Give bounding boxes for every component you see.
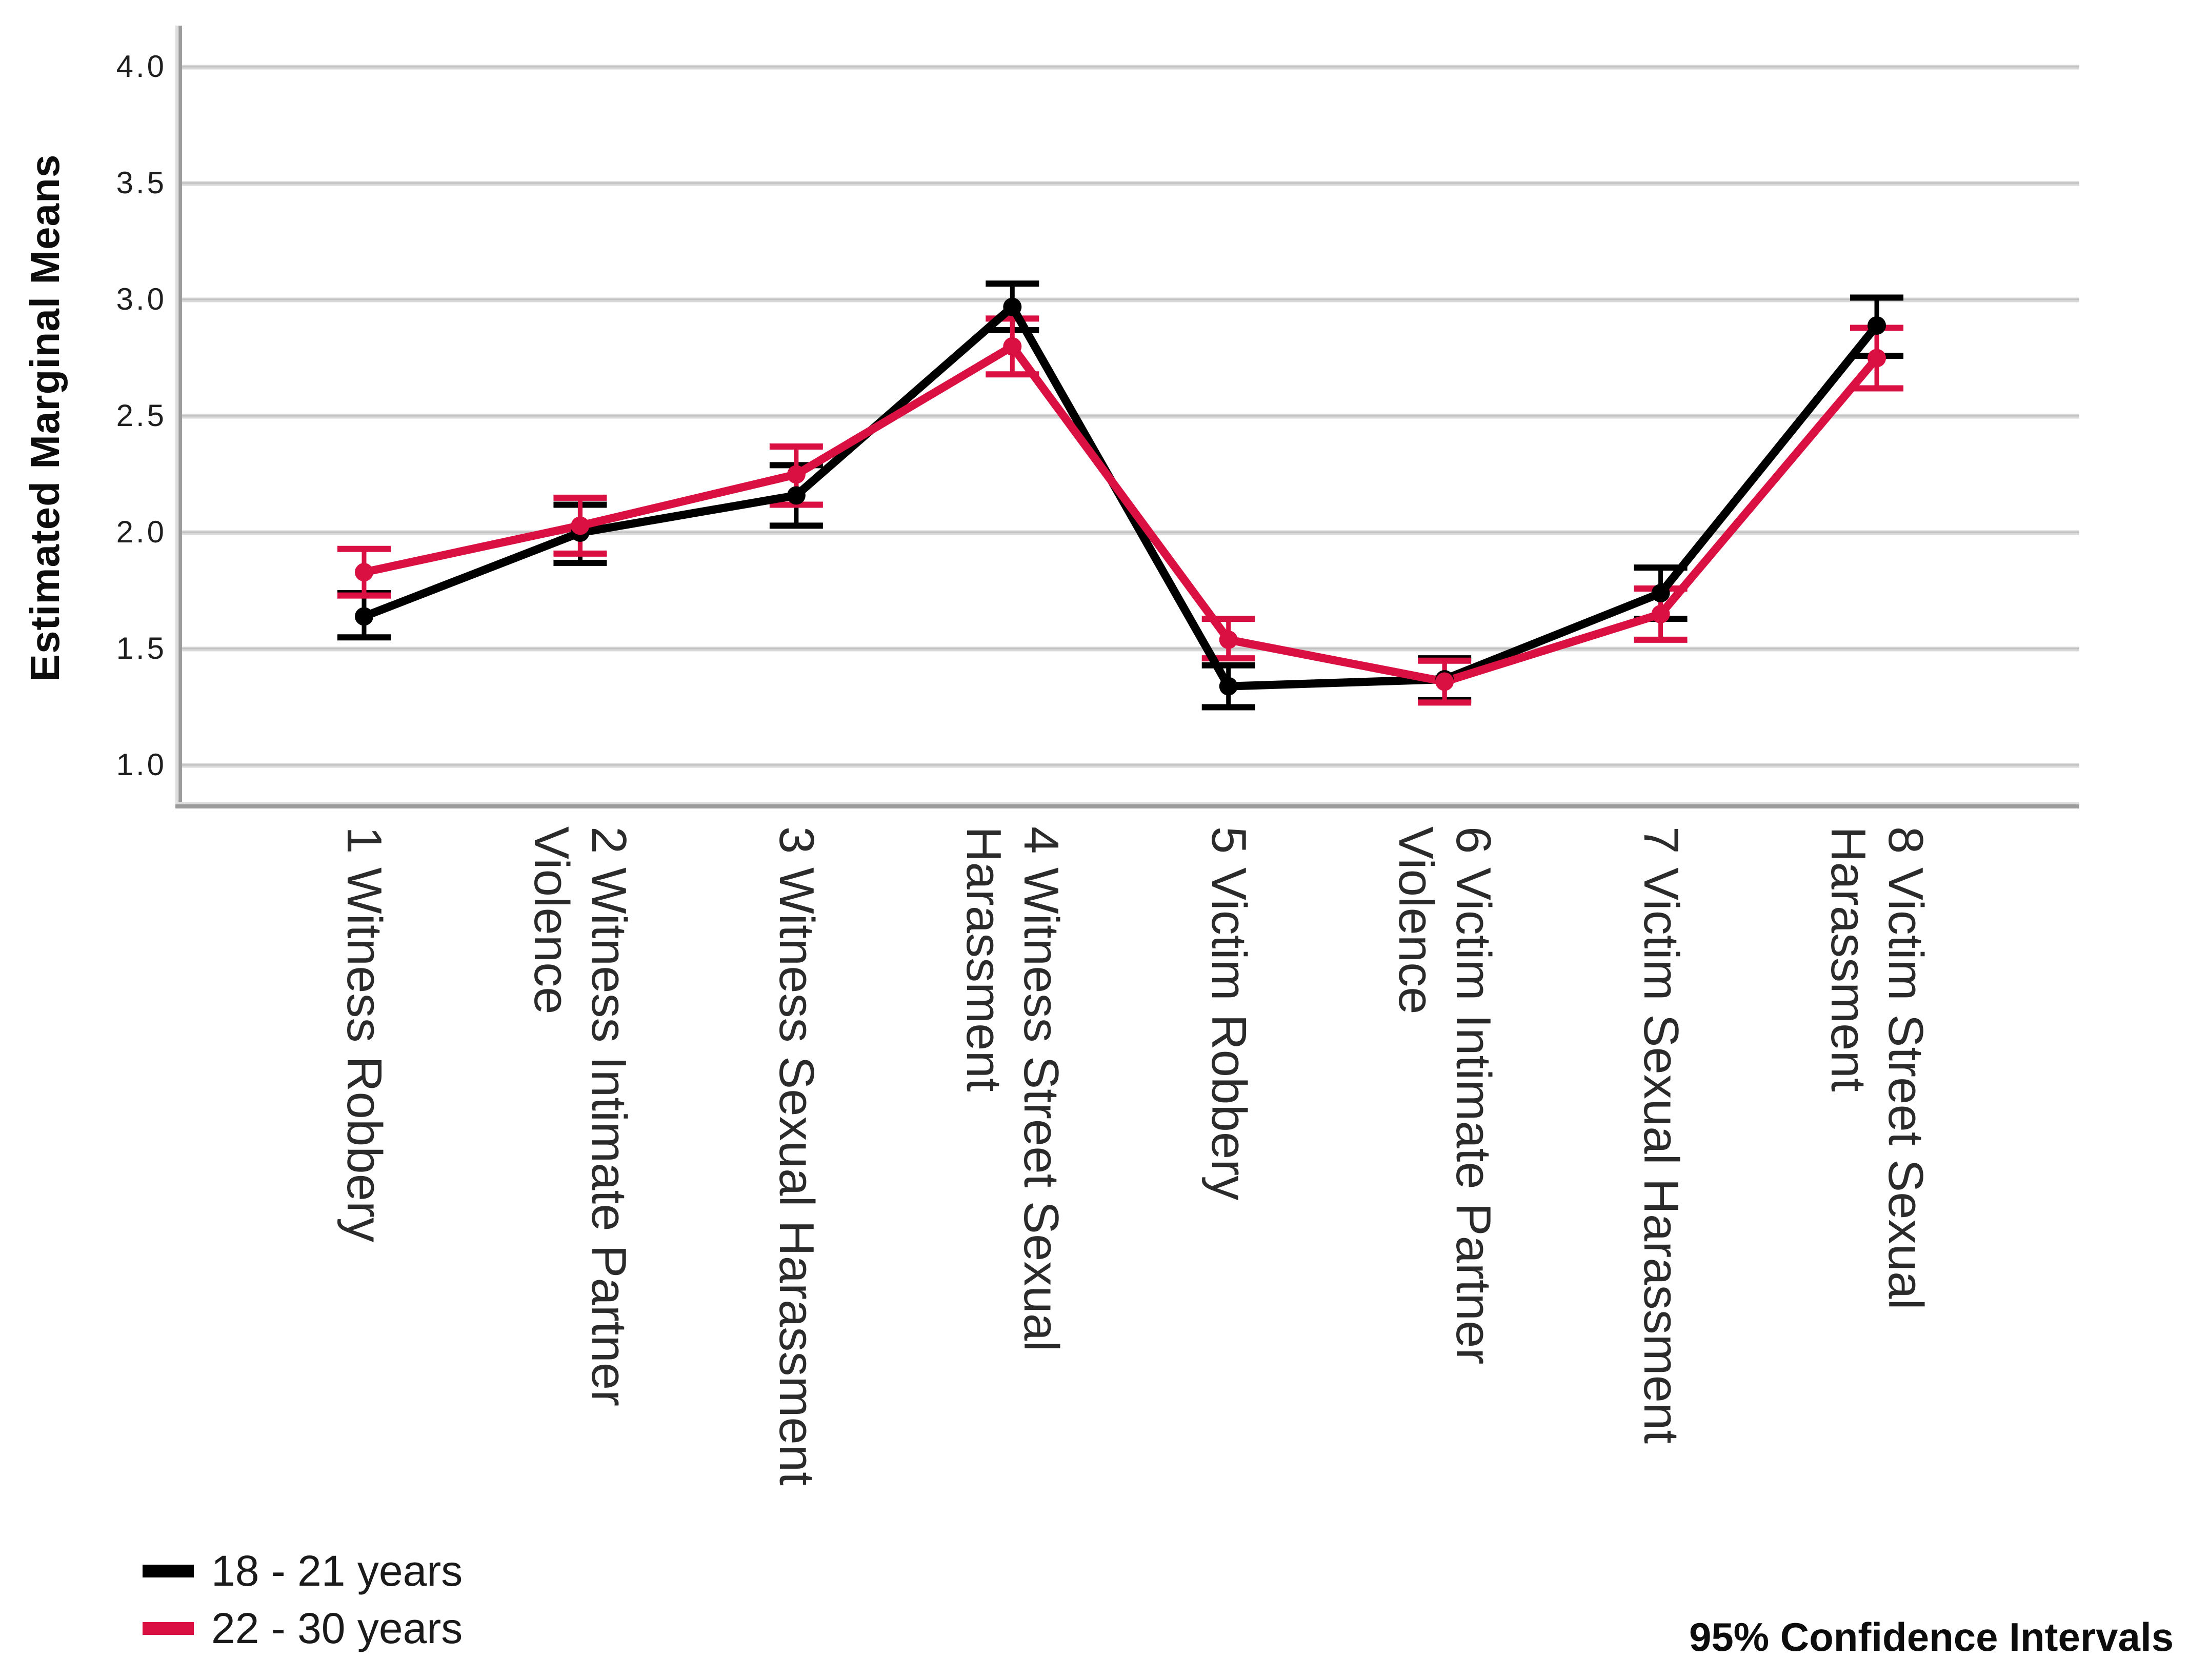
data-point-18-21: [1651, 584, 1670, 603]
y-tick-label-2.0: 2.0: [116, 515, 167, 549]
data-point-18-21: [787, 486, 806, 505]
data-point-22-30: [1868, 349, 1886, 368]
data-point-22-30: [1219, 630, 1238, 649]
legend-label-22-30-years: 22 - 30 years: [211, 1604, 463, 1652]
y-tick-label-1.5: 1.5: [116, 631, 167, 665]
y-tick-label-3.5: 3.5: [116, 166, 167, 200]
x-axis-line: [175, 804, 2079, 808]
data-point-22-30: [355, 563, 373, 582]
legend-row-22-30: 22 - 30 years: [143, 1600, 463, 1657]
y-axis-line: [178, 26, 182, 808]
legend-swatch-18-21-years: [143, 1564, 194, 1577]
legend-row-18-21: 18 - 21 years: [143, 1542, 463, 1600]
y-tick-label-3.0: 3.0: [116, 282, 167, 316]
data-point-18-21: [1003, 297, 1022, 316]
y-axis-line-outer: [175, 26, 178, 808]
data-point-22-30: [571, 516, 590, 535]
series-line-22-30: [360, 342, 1881, 686]
data-point-22-30: [1435, 672, 1454, 691]
y-tick-label-2.5: 2.5: [116, 398, 167, 433]
data-point-22-30: [787, 465, 806, 484]
data-point-18-21: [355, 607, 373, 626]
data-point-18-21: [1219, 677, 1238, 696]
data-point-18-21: [1868, 316, 1886, 335]
x-axis-line-outer: [175, 802, 2079, 804]
y-tick-label-4.0: 4.0: [116, 49, 167, 84]
data-point-22-30: [1003, 337, 1022, 356]
confidence-intervals-note: 95% Confidence Intervals: [1689, 1614, 2174, 1659]
data-point-22-30: [1651, 604, 1670, 623]
legend: 18 - 21 years 22 - 30 years: [143, 1542, 463, 1657]
y-tick-label-1.0: 1.0: [116, 747, 167, 782]
legend-swatch-22-30-years: [143, 1622, 194, 1635]
legend-label-18-21-years: 18 - 21 years: [211, 1546, 463, 1595]
